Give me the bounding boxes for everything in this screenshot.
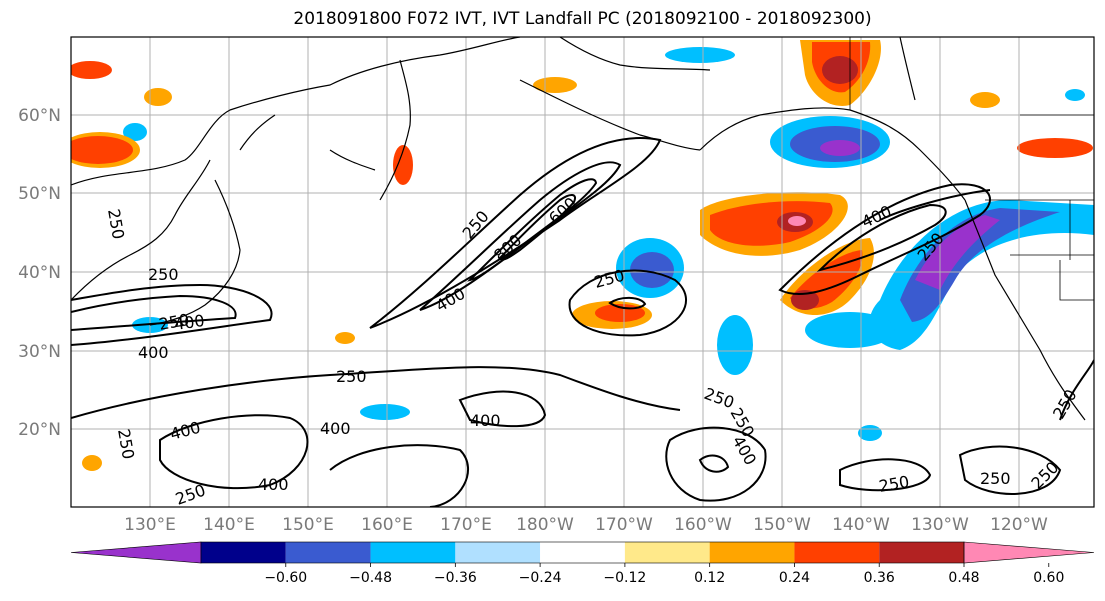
contour-jet-800 [498, 194, 576, 261]
coastlines [71, 37, 1086, 421]
contour-label: 400 [138, 343, 169, 362]
contour-ne-400 [816, 203, 947, 272]
neg-shade-west-3 [360, 404, 410, 420]
latitude-label: 40°N [18, 263, 61, 283]
contour-label: 400 [320, 419, 351, 438]
contour-label: 250 [980, 469, 1011, 488]
latitude-label: 20°N [18, 420, 61, 440]
map-border [70, 36, 1095, 508]
colorbar-tick-label: −0.60 [264, 570, 307, 586]
contour-label: 400 [258, 475, 289, 494]
colorbar-segment [624, 542, 710, 563]
colorbar-segment [794, 542, 880, 563]
neg-shade-subtropical-1 [717, 315, 753, 375]
colorbar-outline [200, 541, 965, 564]
longitude-label: 180°W [516, 515, 574, 535]
latitude-label: 30°N [18, 342, 61, 362]
colorbar-tick-label: −0.12 [603, 570, 646, 586]
ivt-contours [71, 137, 1094, 507]
colorbar-segment [540, 542, 625, 563]
contour-trop-400-2 [458, 390, 547, 428]
colorbar-segment [370, 542, 456, 563]
colorbar-tick-label: 0.12 [694, 570, 725, 586]
longitude-label: 150°W [753, 515, 811, 535]
colorbar-tick-label: 0.24 [779, 570, 810, 586]
contour-big-250 [71, 366, 681, 419]
contour-label: 400 [470, 411, 501, 430]
colorbar-tick-label: −0.36 [434, 570, 477, 586]
political-borders [849, 37, 1094, 301]
colorbar: −0.60 −0.48 −0.36 −0.24 −0.12 0.12 0.24 0.36 0.4… [70, 541, 1095, 586]
neg-shade-west-1 [123, 123, 147, 141]
colorbar-tick-label: 0.36 [864, 570, 895, 586]
latitude-labels: 60°N 50°N 40°N 30°N 20°N [18, 106, 61, 440]
pos-shade-alaska-max [822, 56, 858, 84]
contour-right-250 [1059, 359, 1094, 421]
contour-ne-line [879, 189, 991, 221]
contour-trop-250-4 [698, 454, 730, 473]
pos-shade-misc-2 [970, 92, 1000, 108]
pos-shade-east-band-max [791, 290, 819, 310]
latitude-label: 60°N [18, 106, 61, 126]
colorbar-tick-label: 0.48 [948, 570, 979, 586]
contour-west-400 [71, 294, 237, 331]
longitude-label: 120°W [990, 515, 1048, 535]
colorbar-arrow-high [963, 541, 1095, 564]
colorbar-segment [709, 542, 795, 563]
colorbar-segment [285, 542, 371, 563]
colorbar-tick-label: 0.60 [1033, 570, 1064, 586]
neg-shade-central-pacific-core [630, 252, 674, 288]
contour-jet-250 [369, 137, 662, 329]
longitude-label: 160°W [674, 515, 732, 535]
contour-se-250 [839, 458, 932, 492]
contour-trop-400-1 [159, 414, 309, 490]
longitude-label: 150°E [282, 515, 334, 535]
latitude-label: 50°N [18, 184, 61, 204]
pos-shade-ne-pacific-peak [788, 216, 806, 226]
colorbar-tick-label: −0.24 [519, 570, 562, 586]
contour-ne-250 [778, 183, 991, 296]
longitude-label: 160°E [361, 515, 413, 535]
neg-shade-north-2 [858, 425, 882, 441]
colorbar-arrow-low [70, 541, 202, 564]
pos-shade-bering [533, 77, 577, 93]
longitude-label: 140°E [203, 515, 255, 535]
neg-shade-subtropical-2 [805, 312, 895, 348]
pos-shade-misc-4 [82, 455, 102, 471]
longitude-label: 140°W [832, 515, 890, 535]
colorbar-tick-label: −0.48 [349, 570, 392, 586]
contour-label: 400 [173, 311, 206, 334]
contour-sw-250 [329, 444, 470, 507]
colorbar-segment [455, 542, 541, 563]
pos-shade-nw [71, 61, 112, 79]
colorbar-segment [201, 542, 286, 563]
contour-label: 250 [336, 367, 367, 386]
longitude-label: 170°W [595, 515, 653, 535]
pos-shade-ne-pacific-core [710, 201, 833, 246]
contour-west-250 [71, 283, 273, 346]
pos-shade-west-asia-core [71, 136, 133, 164]
neg-shade-gulf-alaska-max [820, 140, 860, 156]
pos-shade-kamchatka [393, 145, 413, 185]
neg-shade-north-1 [665, 47, 735, 63]
longitude-label: 170°E [440, 515, 492, 535]
pos-shade-canada [1017, 138, 1093, 158]
neg-shade-north-3 [1065, 89, 1085, 101]
pos-shade-misc-1 [144, 88, 172, 106]
pos-shade-misc-3 [335, 332, 355, 344]
contour-se-250-2 [958, 445, 1062, 495]
contour-label: 250 [148, 265, 179, 284]
contour-central-250 [568, 269, 687, 337]
longitude-label: 130°W [911, 515, 969, 535]
map-title: 2018091800 F072 IVT, IVT Landfall PC (20… [293, 9, 872, 29]
longitude-label: 130°E [124, 515, 176, 535]
contour-trop-250-3 [665, 426, 767, 502]
longitude-labels: 130°E 140°E 150°E 160°E 170°E 180°W 170°W 160°W… [124, 515, 1048, 535]
contour-jet-600 [466, 178, 598, 282]
contour-central-small [608, 296, 647, 310]
colorbar-segment [879, 542, 964, 563]
